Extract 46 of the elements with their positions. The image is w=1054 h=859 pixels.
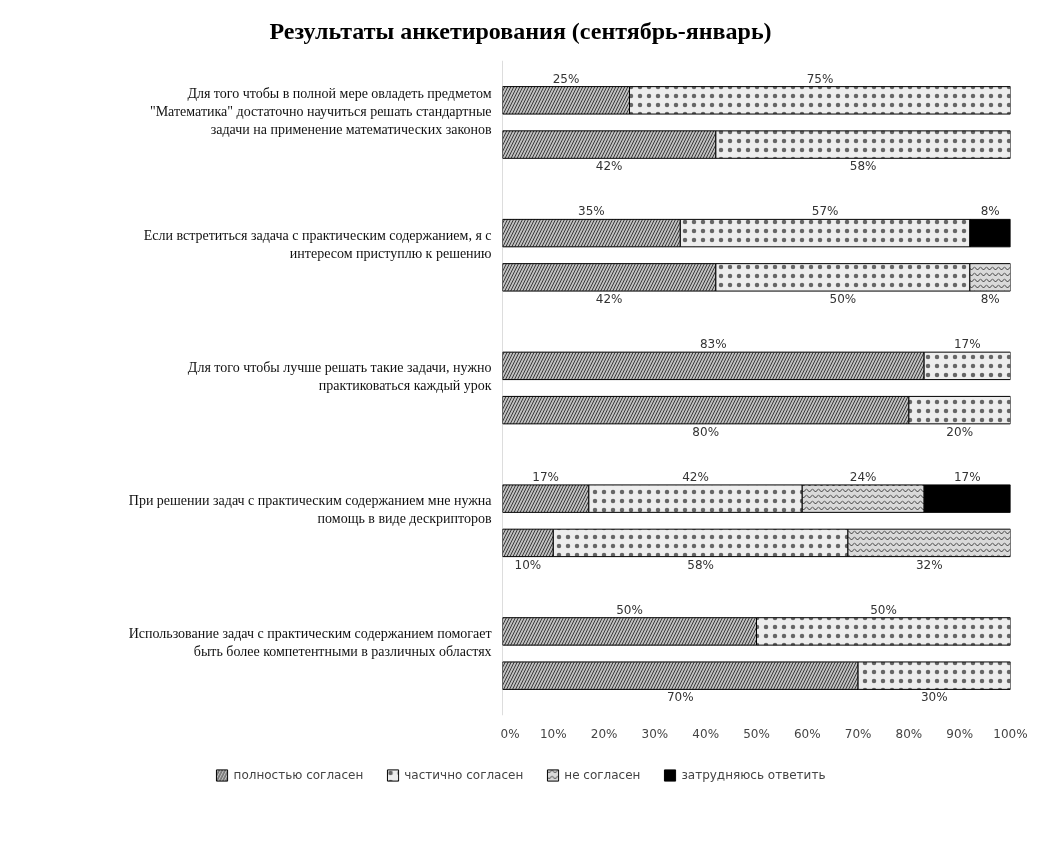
x-tick-label: 80% (895, 726, 923, 741)
data-label: 80% (692, 424, 720, 439)
legend-label: частично согласен (404, 768, 524, 782)
x-tick-label: 40% (692, 726, 720, 741)
chart-title: Результаты анкетирования (сентябрь-январь) (269, 17, 772, 44)
data-label: 8% (980, 291, 1000, 306)
x-tick-label: 30% (641, 726, 669, 741)
y-tick-label: Если встретиться задача с практическим содержанием, я с интересом приступлю к решению (143, 227, 492, 261)
x-tick-label: 90% (946, 726, 974, 741)
data-label: 42% (682, 470, 709, 485)
data-label: 25% (552, 71, 580, 86)
y-tick-label: Для того чтобы лучше решать такие задачи, нужно практиковаться каждый урок (187, 360, 492, 394)
data-label: 24% (849, 470, 877, 485)
legend-label: затрудняюсь ответить (681, 768, 826, 782)
y-tick-label: Использование задач с практическим содержанием помогает быть более компетентными в различных областях (128, 625, 492, 659)
data-label: 10% (514, 557, 542, 572)
data-label: 17% (532, 470, 560, 485)
data-label: 58% (849, 159, 877, 174)
data-label: 75% (806, 71, 834, 86)
data-label: 17% (953, 470, 981, 485)
data-label: 70% (666, 690, 694, 705)
x-tick-label: 60% (793, 726, 821, 741)
y-tick-label: При решении задач с практическим содержанием мне нужна помощь в виде дескрипторов (128, 493, 493, 527)
data-label: 42% (595, 291, 623, 306)
data-label: 57% (811, 204, 839, 219)
data-label: 35% (578, 204, 605, 219)
data-label: 8% (980, 204, 1000, 219)
x-tick-label: 10% (539, 726, 567, 741)
data-label: 83% (699, 337, 727, 352)
x-tick-label: 70% (844, 726, 872, 741)
data-label: 50% (616, 602, 643, 617)
x-tick-label: 20% (590, 726, 618, 741)
data-label: 50% (870, 602, 897, 617)
x-tick-label: 0% (500, 726, 520, 741)
data-label: 17% (953, 337, 981, 352)
data-label: 30% (920, 690, 948, 705)
data-label: 20% (946, 424, 974, 439)
x-tick-label: 100% (993, 726, 1028, 741)
data-label: 58% (687, 557, 714, 572)
data-label: 50% (829, 291, 857, 306)
data-label: 42% (595, 159, 623, 174)
data-label: 32% (915, 557, 943, 572)
legend-label: полностью согласен (233, 768, 364, 782)
legend-label: не согласен (564, 768, 641, 782)
x-tick-label: 50% (743, 726, 770, 741)
y-tick-label: Для того чтобы в полной мере овладеть предметом "Математика" достаточно научиться решать стандартные задачи на применение математических законов (149, 85, 492, 137)
